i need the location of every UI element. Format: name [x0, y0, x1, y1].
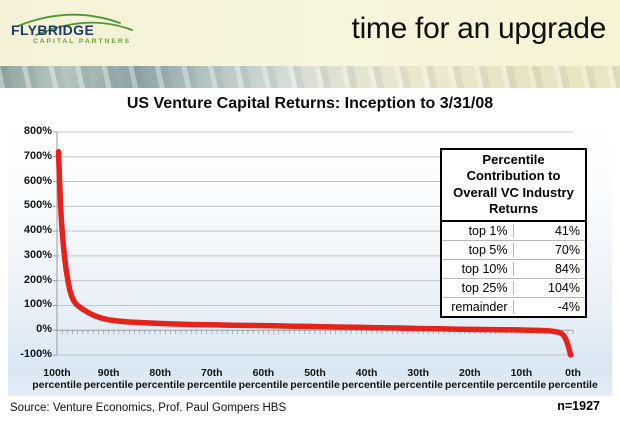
x-tick-label: 20th percentile: [441, 367, 499, 392]
x-tick-value: 40th: [355, 367, 378, 379]
chart-title: US Venture Capital Returns: Inception to…: [126, 95, 494, 112]
x-tick-value: 80th: [149, 367, 171, 379]
x-tick-label: 30th percentile: [389, 367, 447, 392]
x-tick-value: 20th: [459, 367, 481, 379]
y-tick-label: 500%: [23, 199, 52, 212]
percentile-table-body: top 1% 41% top 5% 70% top 10% 84% top 25% 104% r…: [442, 222, 585, 316]
table-row-value: 84%: [554, 261, 580, 276]
x-tick-label: 70th percentile: [183, 367, 241, 392]
table-row-label: top 1%: [442, 223, 514, 238]
x-tick-label: 60th percentile: [234, 367, 292, 392]
table-row-label: top 25%: [442, 280, 514, 295]
x-tick-unit: percentile: [32, 379, 82, 392]
table-row: top 25% 104%: [442, 279, 585, 298]
table-row: top 1% 41%: [442, 222, 585, 241]
table-row-value: -4%: [557, 299, 580, 314]
y-tick-label: 100%: [23, 298, 52, 311]
x-tick-unit: percentile: [393, 379, 443, 392]
returns-curve: [55, 149, 574, 358]
y-tick-label: 600%: [23, 174, 52, 187]
y-tick-label: -100%: [20, 348, 52, 360]
slide-title: time for an upgrade: [351, 12, 607, 45]
table-row-value: 70%: [554, 242, 580, 257]
y-tick-label: 300%: [23, 248, 52, 261]
x-tick-unit: percentile: [496, 379, 547, 392]
percentile-table-header: Percentile Contribution to Overall VC In…: [442, 150, 585, 222]
y-tick-label: 800%: [23, 125, 52, 137]
x-tick-label: 0th percentile: [544, 367, 602, 392]
x-tick-unit: percentile: [341, 379, 392, 392]
table-row-label: top 10%: [442, 261, 514, 276]
x-tick-value: 50th: [304, 367, 326, 379]
y-tick-label: 200%: [23, 273, 52, 286]
flybridge-logo: FLYBRIDGE CAPITAL PARTNERS: [8, 3, 148, 51]
x-tick-value: 30th: [407, 367, 429, 379]
x-tick-label: 10th percentile: [492, 367, 550, 392]
x-tick-unit: percentile: [238, 379, 289, 392]
x-tick-label: 90th percentile: [80, 367, 138, 392]
source-note: Source: Venture Economics, Prof. Paul Go…: [10, 402, 287, 414]
table-row: remainder -4%: [442, 298, 585, 316]
x-tick-value: 60th: [252, 367, 275, 379]
x-tick-unit: percentile: [444, 379, 495, 392]
y-tick-label: 700%: [23, 149, 52, 162]
y-tick-label: 400%: [23, 224, 52, 237]
table-row-value: 41%: [554, 223, 580, 238]
x-tick-value: 100th: [43, 367, 71, 379]
x-tick-value: 0th: [565, 367, 581, 379]
header: FLYBRIDGE CAPITAL PARTNERS time for an u…: [0, 0, 620, 66]
logo-subtitle: CAPITAL PARTNERS: [33, 38, 131, 45]
x-tick-label: 50th percentile: [286, 367, 344, 392]
x-tick-label: 40th percentile: [338, 367, 396, 392]
chart-area: Percentile Contribution to Overall VC In…: [8, 122, 612, 396]
table-row: top 5% 70%: [442, 241, 585, 260]
x-tick-value: 90th: [97, 367, 120, 379]
x-tick-unit: percentile: [83, 379, 134, 392]
table-row-label: top 5%: [442, 242, 514, 257]
x-tick-unit: percentile: [186, 379, 237, 392]
x-tick-unit: percentile: [290, 379, 340, 392]
bridge-arcs-icon: [17, 13, 133, 36]
banner-image: [0, 66, 620, 88]
x-tick-label: 80th percentile: [131, 367, 189, 392]
x-tick-value: 10th: [510, 367, 533, 379]
table-row-label: remainder: [442, 299, 514, 314]
sample-size-label: n=1927: [557, 399, 600, 413]
x-tick-value: 70th: [201, 367, 223, 379]
x-tick-unit: percentile: [135, 379, 185, 392]
y-tick-label: 0%: [36, 323, 52, 336]
logo-name: FLYBRIDGE: [11, 22, 95, 38]
x-tick-unit: percentile: [548, 379, 598, 392]
x-tick-label: 100th percentile: [28, 367, 86, 392]
table-row-value: 104%: [548, 280, 580, 295]
percentile-table: Percentile Contribution to Overall VC In…: [440, 148, 587, 318]
table-row: top 10% 84%: [442, 260, 585, 279]
